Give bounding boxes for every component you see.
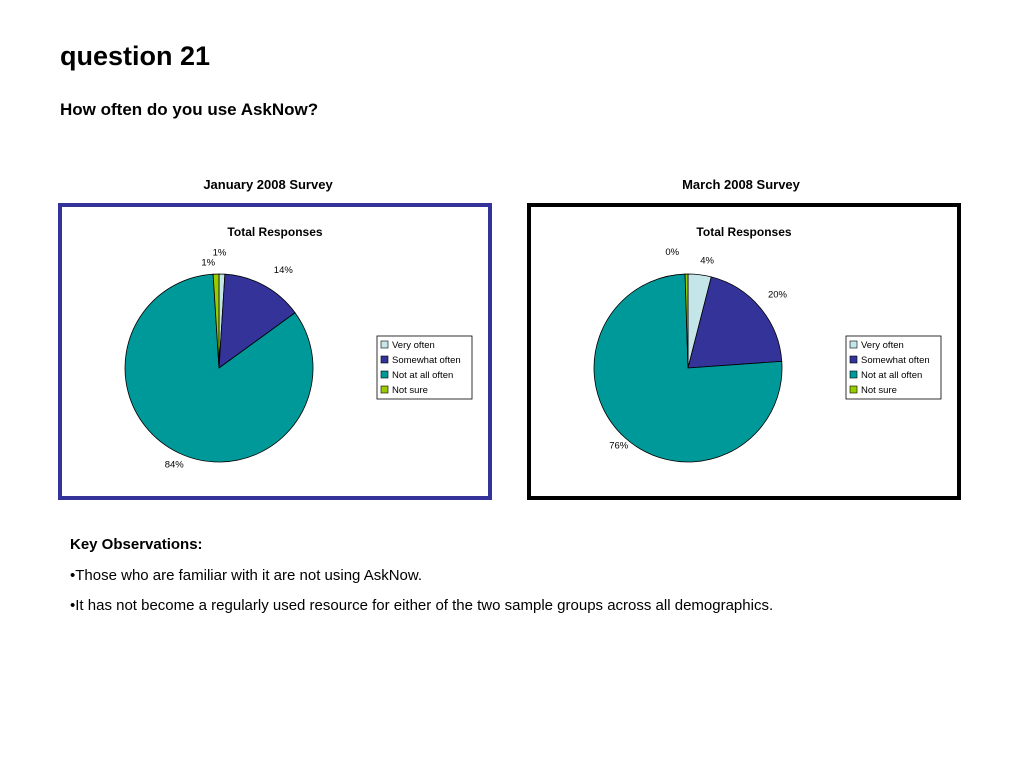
pie-slice-not-at-all-often — [593, 273, 783, 463]
data-label: 0% — [665, 247, 679, 258]
chart-title: Total Responses — [696, 225, 791, 239]
slide-subtitle: How often do you use AskNow? — [60, 100, 319, 119]
legend-swatch-very-often — [849, 340, 858, 349]
legend-swatch-not-at-all-often — [849, 370, 858, 379]
data-label: 4% — [700, 256, 714, 267]
january-survey-caption: January 2008 Survey — [203, 177, 333, 192]
legend-swatch-somewhat-often — [849, 355, 858, 364]
legend-swatch-not-sure — [380, 385, 389, 394]
legend-box — [845, 335, 942, 400]
legend-swatch-very-often — [380, 340, 389, 349]
pie-slice-somewhat-often — [687, 276, 783, 369]
pie-slice-not-sure — [684, 273, 689, 369]
legend-swatch-not-at-all-often — [380, 370, 389, 379]
data-label: 1% — [213, 247, 227, 258]
chart-legend: Very often Somewhat often Not at all often… — [845, 335, 942, 400]
legend-label-not-sure: Not sure — [861, 385, 897, 396]
data-label: 20% — [768, 289, 788, 300]
legend-box — [376, 335, 473, 400]
legend-label-very-often: Very often — [392, 340, 435, 351]
january-pie-chart: Total Responses 1% 14% 84% 1% Very often Somew… — [58, 203, 492, 500]
key-observations-heading: Key Observations: — [70, 536, 203, 553]
legend-swatch-not-sure — [849, 385, 858, 394]
legend-label-not-at-all-often: Not at all often — [392, 370, 453, 381]
pie-slice-not-at-all-often — [124, 273, 314, 463]
observation-item: •It has not become a regularly used reso… — [70, 597, 774, 614]
march-pie-svg: Total Responses 4% 20% 76% 0% Very often Somew… — [593, 225, 942, 463]
pie-slice-somewhat-often — [218, 273, 296, 369]
legend-label-very-often: Very often — [861, 340, 904, 351]
data-label: 84% — [165, 459, 185, 470]
data-label: 1% — [201, 258, 215, 269]
legend-label-somewhat-often: Somewhat often — [392, 355, 461, 366]
legend-label-not-at-all-often: Not at all often — [861, 370, 922, 381]
legend-label-not-sure: Not sure — [392, 385, 428, 396]
chart-legend: Very often Somewhat often Not at all often… — [376, 335, 473, 400]
march-survey-caption: March 2008 Survey — [682, 177, 800, 192]
march-pie-chart: Total Responses 4% 20% 76% 0% Very often Somew… — [527, 203, 961, 500]
observation-item: •Those who are familiar with it are not … — [70, 567, 423, 584]
legend-label-somewhat-often: Somewhat often — [861, 355, 930, 366]
legend-swatch-somewhat-often — [380, 355, 389, 364]
slide-title: question 21 — [60, 41, 211, 71]
chart-title: Total Responses — [227, 225, 322, 239]
pie-slice-not-sure — [212, 273, 220, 369]
data-label: 76% — [609, 441, 629, 452]
data-label: 14% — [274, 265, 294, 276]
